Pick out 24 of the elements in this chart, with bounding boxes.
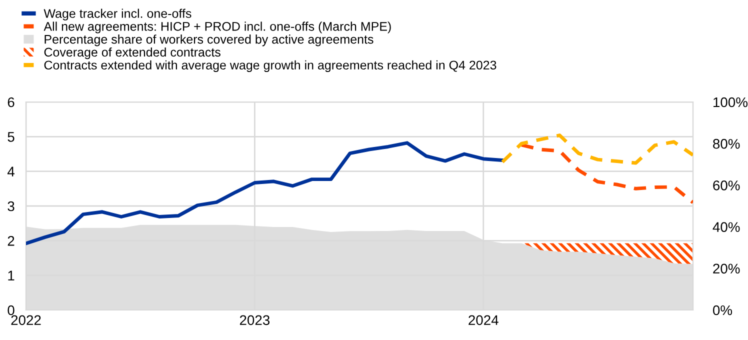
y-tick-label: 3 [8,201,14,212]
legend-label: Wage tracker incl. one-offs [44,8,192,20]
line-series [500,134,693,165]
y2-tick-label: 20% [713,264,740,274]
y-tick-label: 6 [8,97,14,108]
y-tick-label: 2 [8,236,14,246]
x-tick-label: 2022 [11,315,41,326]
x-tick-label: 2023 [240,315,270,326]
legend-label: Contracts extended with average wage growth in agreements reached in Q4 2023 [44,60,496,72]
line-series [520,143,693,204]
y2-tick-label: 100% [714,97,748,108]
y2-tick-label: 60% [713,180,740,190]
y2-tick-label: 0% [712,305,732,316]
y-tick-label: 1 [8,270,14,280]
legend-label: Coverage of extended contracts [44,47,220,60]
y2-tick-label: 40% [712,222,740,232]
y-tick-label: 4 [7,166,14,176]
x-tick-label: 2024 [468,315,498,326]
y-tick-label: 5 [8,132,14,142]
legend-label: All new agreements: HICP + PROD incl. one-offs (March MPE) [44,22,391,34]
legend-label: Percentage share of workers covered by active agreements [44,34,374,46]
y-tick-label: 0 [8,305,14,316]
line-series [26,141,504,246]
y2-tick-label: 80% [713,138,740,149]
